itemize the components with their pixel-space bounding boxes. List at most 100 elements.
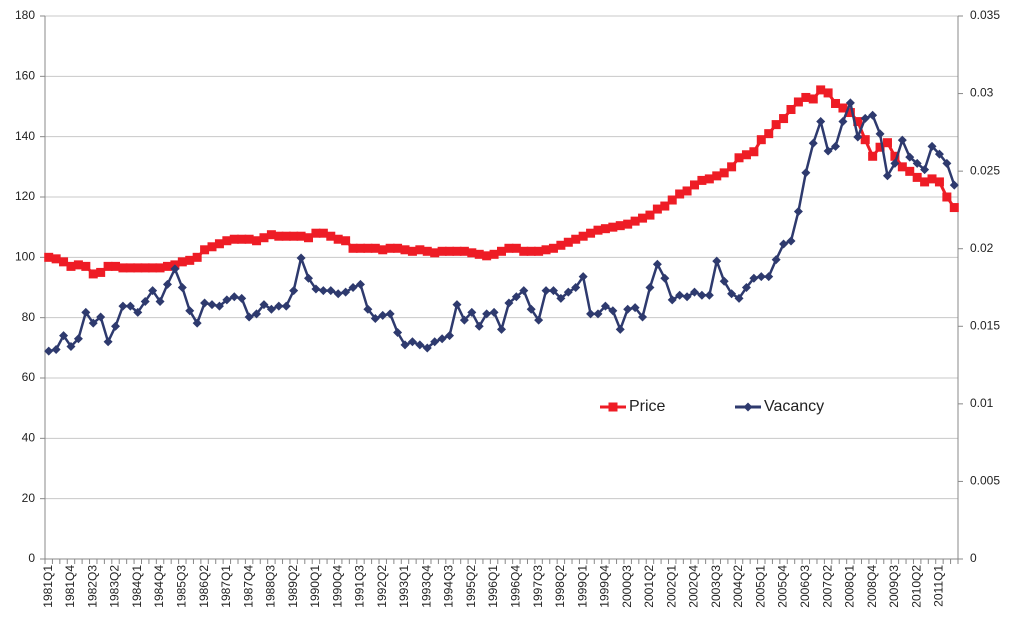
series-line — [48, 88, 956, 276]
point — [734, 293, 744, 303]
point — [430, 248, 440, 258]
point — [341, 236, 351, 246]
point — [578, 272, 588, 282]
point — [912, 172, 922, 182]
point — [407, 337, 417, 347]
point — [652, 259, 662, 269]
point — [407, 246, 417, 256]
point — [348, 243, 358, 253]
point — [845, 98, 855, 108]
point — [927, 141, 937, 151]
point — [890, 158, 900, 168]
x-tick-label: 2000Q3 — [620, 565, 634, 608]
point — [712, 256, 722, 266]
point — [148, 286, 158, 296]
x-tick-label: 1996Q4 — [509, 565, 523, 608]
point — [355, 243, 365, 253]
point — [526, 304, 536, 314]
point — [400, 245, 410, 255]
x-tick-label: 1985Q3 — [174, 565, 188, 608]
x-tick-label: 1998Q2 — [553, 565, 567, 608]
point — [586, 309, 596, 319]
point — [593, 309, 603, 319]
point — [51, 345, 61, 355]
point — [905, 152, 915, 162]
y-tick-label: 20 — [22, 491, 36, 505]
point — [638, 312, 648, 322]
point — [548, 286, 558, 296]
point — [868, 151, 878, 161]
y-tick-label: 100 — [15, 250, 35, 264]
point — [333, 234, 343, 244]
y2-tick-label: 0.015 — [970, 318, 1000, 332]
point — [526, 246, 536, 256]
y2-tick-label: 0.025 — [970, 163, 1000, 177]
point — [934, 177, 944, 187]
point — [831, 141, 841, 151]
point — [645, 283, 655, 292]
point — [920, 165, 930, 175]
point — [623, 304, 633, 314]
point — [66, 261, 76, 271]
point — [600, 224, 610, 234]
point — [274, 231, 284, 241]
point — [111, 261, 121, 271]
point — [949, 203, 959, 213]
point — [363, 243, 373, 253]
point — [459, 315, 469, 325]
point — [422, 246, 432, 256]
point — [920, 177, 930, 187]
x-tick-label: 1999Q1 — [575, 565, 589, 608]
point — [318, 228, 328, 238]
x-tick-label: 2010Q2 — [909, 565, 923, 608]
point — [779, 114, 789, 124]
x-tick-label: 1990Q4 — [330, 565, 344, 608]
point — [133, 263, 143, 273]
series-line — [48, 98, 956, 353]
point — [304, 273, 314, 283]
x-tick-label: 1993Q4 — [419, 565, 433, 608]
x-tick-label: 1991Q3 — [353, 565, 367, 608]
point — [801, 168, 811, 178]
point — [393, 327, 403, 337]
x-tick-label: 1981Q4 — [63, 565, 77, 608]
point — [422, 343, 432, 353]
point — [222, 236, 232, 246]
point — [474, 321, 484, 331]
point — [875, 142, 885, 152]
point — [890, 151, 900, 161]
point — [96, 267, 106, 277]
point — [118, 301, 128, 311]
point — [808, 138, 818, 148]
point — [593, 225, 603, 235]
point — [207, 242, 217, 252]
point — [793, 97, 803, 107]
point — [266, 230, 276, 240]
point — [667, 295, 677, 305]
point — [534, 315, 544, 325]
point — [296, 231, 306, 241]
point — [482, 251, 492, 261]
x-tick-label: 2004Q2 — [731, 565, 745, 608]
point — [200, 298, 210, 308]
point — [44, 252, 54, 262]
point — [838, 116, 848, 126]
point — [786, 105, 796, 115]
point — [304, 233, 314, 243]
point — [177, 257, 187, 267]
point — [237, 234, 247, 244]
point — [73, 334, 83, 344]
point — [689, 180, 699, 190]
point — [88, 318, 98, 328]
point — [882, 171, 892, 181]
point — [586, 228, 596, 238]
point — [333, 289, 343, 299]
x-tick-label: 1988Q3 — [264, 565, 278, 608]
x-tick-label: 2009Q3 — [887, 565, 901, 608]
point — [237, 293, 247, 303]
point — [786, 236, 796, 246]
point — [192, 252, 202, 262]
point — [177, 283, 187, 292]
x-tick-label: 2006Q3 — [798, 565, 812, 608]
point — [497, 246, 506, 256]
